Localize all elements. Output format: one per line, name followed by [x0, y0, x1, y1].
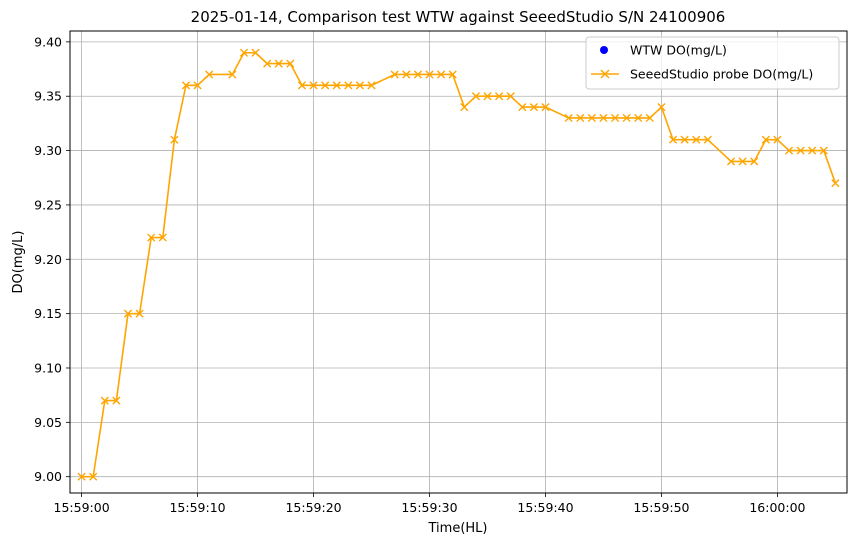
x-tick-label: 15:59:00: [54, 500, 110, 515]
data-point: [297, 81, 307, 90]
x-tick-label: 15:59:40: [517, 500, 573, 515]
data-point: [181, 81, 191, 90]
data-point: [668, 135, 678, 144]
x-tick-label: 15:59:50: [633, 500, 689, 515]
data-point: [703, 135, 712, 144]
data-point: [819, 146, 828, 155]
data-point: [784, 146, 794, 155]
data-point: [158, 233, 167, 242]
data-point: [518, 102, 527, 112]
data-point: [831, 179, 840, 188]
data-point: [355, 81, 365, 90]
legend-marker-wtw: [600, 46, 608, 54]
data-point: [564, 113, 573, 123]
data-point: [309, 81, 318, 90]
data-point: [367, 81, 376, 90]
series-line-1: [81, 51, 837, 478]
data-point: [135, 309, 144, 318]
data-point: [587, 113, 596, 123]
data-point: [494, 92, 504, 101]
data-point: [332, 81, 341, 90]
data-point: [726, 157, 736, 166]
data-point: [390, 70, 399, 79]
legend-label-seeedstudio: SeeedStudio probe DO(mg/L): [630, 67, 813, 82]
data-point: [645, 113, 654, 123]
x-tick-label: 16:00:00: [749, 500, 805, 515]
data-point: [460, 102, 469, 112]
y-axis-label: DO(mg/L): [11, 231, 26, 294]
data-point: [89, 472, 98, 481]
data-point: [193, 81, 202, 90]
data-point: [228, 70, 237, 79]
legend-box: [585, 36, 840, 90]
data-point: [413, 70, 423, 79]
data-point: [529, 102, 538, 112]
data-point: [239, 48, 249, 57]
data-point: [100, 396, 109, 405]
legend-marker-seeedstudio: [600, 69, 610, 79]
data-point: [321, 81, 330, 90]
data-point: [750, 157, 759, 166]
data-point: [599, 113, 608, 123]
plot-area-frame: [69, 30, 848, 494]
data-point: [738, 157, 747, 166]
x-axis: 15:59:00 15:59:10 15:59:20 15:59:30 15:59:40…: [54, 493, 806, 515]
y-tick-label: 9.25: [34, 197, 62, 212]
data-point: [147, 233, 156, 242]
chart-title: 2025-01-14, Comparison test WTW against …: [191, 8, 726, 26]
data-point: [657, 102, 666, 112]
data-point: [263, 59, 272, 68]
y-tick-label: 9.40: [34, 34, 62, 49]
y-tick-label: 9.30: [34, 143, 62, 158]
data-point: [808, 146, 817, 155]
data-point: [796, 146, 805, 155]
data-point: [622, 113, 631, 123]
data-point: [506, 92, 515, 101]
data-point: [483, 92, 492, 101]
y-tick-label: 9.35: [34, 89, 62, 104]
data-point: [692, 135, 701, 144]
data-point: [634, 113, 643, 123]
y-tick-label: 9.20: [34, 252, 62, 267]
y-tick-label: 9.10: [34, 360, 62, 375]
data-point: [344, 81, 353, 90]
data-point: [541, 102, 550, 112]
data-point: [112, 396, 121, 405]
grid: [70, 31, 847, 493]
data-point: [471, 92, 480, 101]
series-layer: [77, 48, 840, 481]
x-tick-label: 15:59:30: [401, 500, 457, 515]
data-point: [286, 59, 295, 68]
data-point: [251, 48, 260, 57]
x-axis-label: Time(HL): [428, 521, 488, 536]
data-point: [77, 472, 86, 481]
y-tick-label: 9.00: [34, 469, 62, 484]
data-point: [402, 70, 411, 79]
data-point: [773, 135, 782, 144]
data-point: [123, 309, 133, 318]
data-point: [448, 70, 457, 79]
legend: WTW DO(mg/L) SeeedStudio probe DO(mg/L): [585, 36, 840, 90]
data-point: [610, 113, 620, 123]
data-point: [576, 113, 585, 123]
data-point: [680, 135, 689, 144]
x-tick-label: 15:59:10: [169, 500, 225, 515]
x-tick-label: 15:59:20: [285, 500, 341, 515]
data-point: [761, 135, 770, 144]
y-tick-label: 9.05: [34, 415, 62, 430]
y-tick-label: 9.15: [34, 306, 62, 321]
legend-label-wtw: WTW DO(mg/L): [630, 43, 727, 58]
data-point: [274, 59, 283, 68]
data-point: [437, 70, 446, 79]
y-axis: 9.00 9.05 9.10 9.15 9.20 9.25 9.30 9.35 9.40: [34, 34, 70, 484]
data-point: [170, 135, 179, 144]
data-point: [425, 70, 434, 79]
data-point: [205, 70, 214, 79]
